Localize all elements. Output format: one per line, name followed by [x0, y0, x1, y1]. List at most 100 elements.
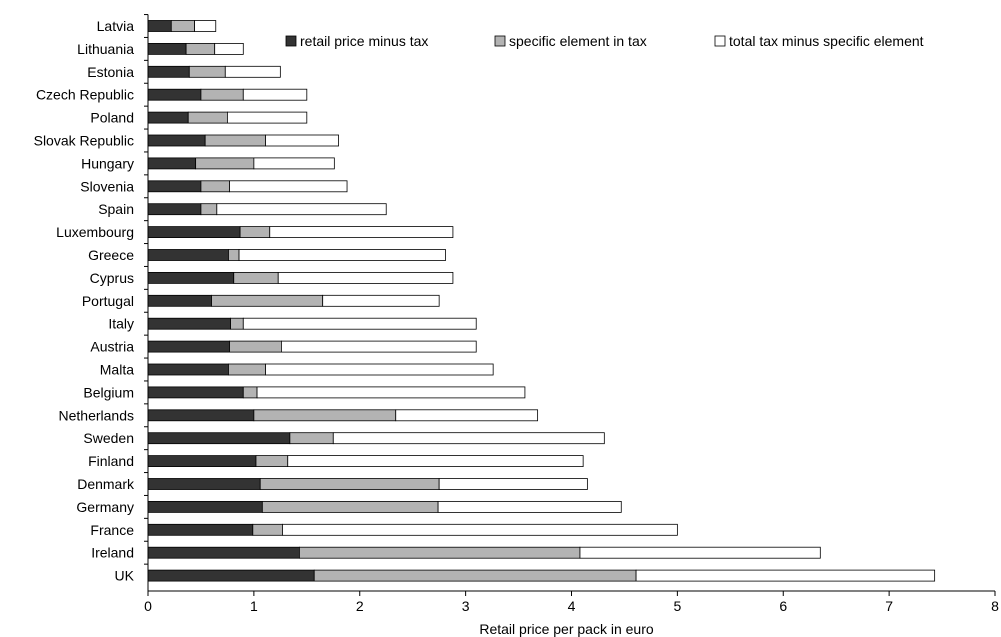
- legend-label: total tax minus specific element: [729, 33, 924, 49]
- bar-segment-s0-3: [147, 88, 202, 101]
- category-label: Germany: [76, 499, 134, 515]
- bar-segment-s1-18: [289, 432, 334, 445]
- category-label: Slovenia: [80, 178, 134, 194]
- bar-segment-s0-13: [147, 317, 231, 330]
- bar-segment-s0-17: [147, 409, 255, 422]
- category-label: Belgium: [83, 384, 134, 400]
- bar-segment-s1-24: [313, 569, 637, 582]
- bar-segment-s1-12: [211, 294, 324, 307]
- legend-swatch: [494, 35, 506, 47]
- bar-segment-s1-1: [185, 43, 216, 55]
- x-tick-label: 7: [885, 598, 893, 614]
- bar-segment-s0-24: [147, 569, 315, 582]
- legend-swatch: [285, 35, 297, 47]
- x-axis-label: Retail price per pack in euro: [479, 621, 654, 637]
- bar-segment-s1-16: [242, 386, 258, 399]
- category-label: France: [90, 522, 134, 538]
- bar-segment-s1-4: [187, 111, 228, 124]
- bar-segment-s2-13: [242, 317, 477, 330]
- bar-segment-s2-3: [242, 88, 308, 101]
- bar-segment-s0-0: [147, 20, 172, 32]
- category-label: Poland: [90, 110, 134, 126]
- bar-segment-s2-9: [269, 226, 454, 239]
- bar-segment-s2-5: [265, 134, 339, 147]
- bar-segment-s1-8: [200, 203, 218, 216]
- x-tick-label: 6: [779, 598, 787, 614]
- category-label: Hungary: [81, 155, 134, 171]
- bar-segment-s1-10: [228, 249, 240, 261]
- category-label: Latvia: [97, 18, 135, 34]
- bar-segment-s1-5: [204, 134, 266, 147]
- category-label: Estonia: [87, 64, 134, 80]
- bar-segment-s2-19: [287, 455, 584, 468]
- bar-segment-s2-15: [265, 363, 494, 376]
- x-tick-label: 5: [673, 598, 681, 614]
- bar-segment-s2-20: [438, 478, 588, 490]
- bar-segment-s0-19: [147, 455, 257, 468]
- y-axis: Latvia Lithuania Estonia Czech Republic Pola…: [34, 14, 149, 591]
- bar-segment-s0-6: [147, 157, 197, 170]
- category-label: Ireland: [91, 545, 134, 561]
- bar-segment-s2-18: [332, 432, 605, 445]
- x-tick-label: 2: [356, 598, 364, 614]
- bar-segment-s0-11: [147, 271, 235, 284]
- category-label: UK: [115, 568, 135, 584]
- bar-segment-s1-3: [200, 88, 244, 101]
- bar-segment-s0-14: [147, 340, 230, 353]
- bar-segment-s2-10: [238, 249, 446, 261]
- bar-segment-s0-9: [147, 226, 241, 239]
- bar-segment-s1-23: [299, 546, 581, 559]
- x-tick-label: 8: [991, 598, 999, 614]
- x-axis: 0 1 2 3 4 5 6 7 8: [144, 590, 999, 614]
- bar-segment-s0-4: [147, 111, 189, 124]
- category-label: Italy: [108, 316, 134, 332]
- bar-segment-s0-21: [147, 500, 263, 513]
- x-tick-label: 4: [568, 598, 576, 614]
- bar-segment-s1-13: [230, 317, 244, 330]
- category-label: Austria: [90, 339, 134, 355]
- bar-segment-s1-20: [259, 478, 440, 490]
- bar-segment-s2-6: [253, 157, 335, 170]
- bar-segment-s2-2: [224, 65, 281, 78]
- bar-segment-s2-17: [395, 409, 539, 422]
- category-label: Spain: [98, 201, 134, 217]
- bar-segment-s1-11: [233, 271, 279, 284]
- legend: retail price minus tax specific element i…: [285, 33, 924, 49]
- bar-segment-s1-14: [229, 340, 282, 353]
- bar-segment-s0-20: [147, 478, 261, 490]
- bar-segment-s1-9: [239, 226, 271, 239]
- bar-segment-s0-1: [147, 43, 187, 55]
- category-label: Lithuania: [77, 41, 134, 57]
- bar-segment-s2-23: [579, 546, 821, 559]
- bar-segment-s2-11: [277, 271, 454, 284]
- bar-segment-s0-7: [147, 180, 202, 193]
- category-label: Slovak Republic: [34, 133, 134, 149]
- bar-segment-s1-0: [170, 20, 195, 32]
- category-label: Greece: [88, 247, 134, 263]
- legend-swatch: [714, 35, 726, 47]
- bar-segment-s1-2: [188, 65, 226, 78]
- bar-segment-s2-24: [635, 569, 936, 582]
- bar-segment-s2-4: [227, 111, 308, 124]
- x-tick-label: 3: [462, 598, 470, 614]
- bar-segment-s2-1: [214, 43, 244, 55]
- bar-segment-s1-19: [255, 455, 289, 468]
- bar-segment-s2-14: [281, 340, 477, 353]
- bar-segment-s2-21: [437, 500, 622, 513]
- category-label: Malta: [100, 362, 134, 378]
- category-label: Sweden: [83, 430, 134, 446]
- bar-segment-s0-12: [147, 294, 212, 307]
- x-tick-label: 1: [250, 598, 258, 614]
- bar-segment-s2-22: [282, 523, 678, 536]
- legend-label: retail price minus tax: [300, 33, 428, 49]
- bar-segment-s0-15: [147, 363, 229, 376]
- bar-segment-s1-21: [261, 500, 439, 513]
- bar-segment-s0-10: [147, 249, 229, 261]
- bar-segment-s1-15: [228, 363, 266, 376]
- bar-segment-s1-17: [253, 409, 397, 422]
- bar-segment-s1-22: [252, 523, 283, 536]
- legend-label: specific element in tax: [509, 33, 647, 49]
- bar-segment-s2-7: [229, 180, 348, 193]
- category-label: Luxembourg: [56, 224, 134, 240]
